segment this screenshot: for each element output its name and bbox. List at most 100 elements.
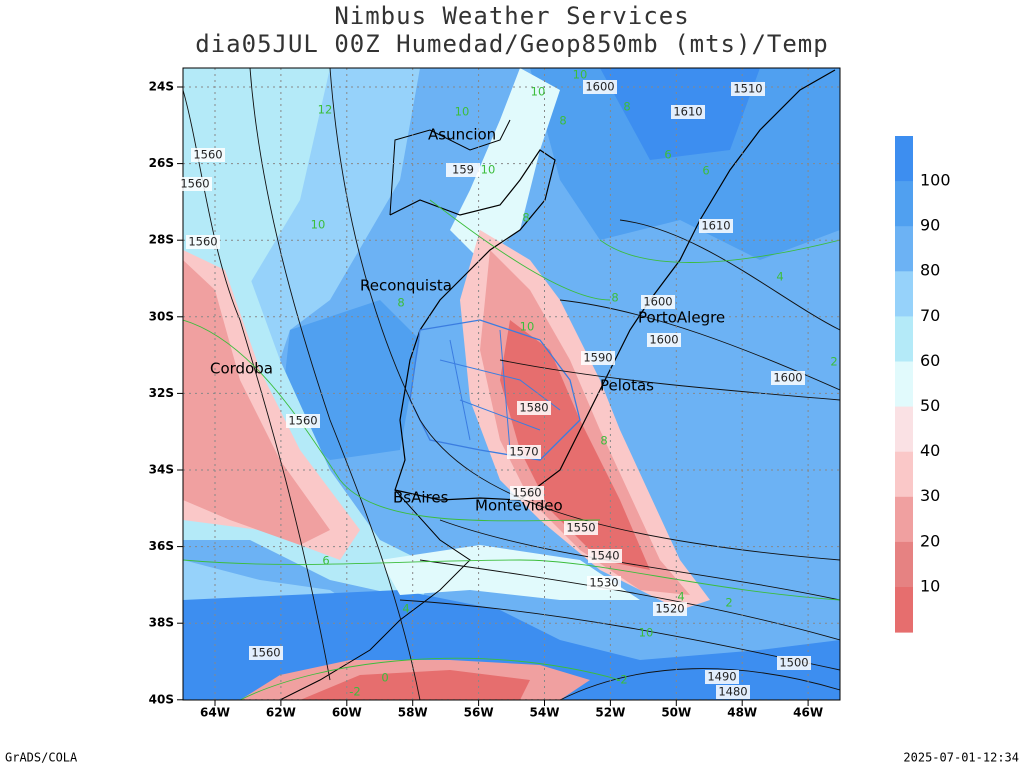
- label-box: [671, 105, 705, 119]
- temperature-label: 8: [522, 211, 529, 225]
- geopotential-label: 1520: [655, 602, 684, 616]
- lon-label: 56W: [464, 706, 494, 720]
- colorbar-swatch: [895, 406, 913, 453]
- label-box: [186, 235, 220, 249]
- label-box: [583, 80, 617, 94]
- colorbar-label: 80: [920, 261, 940, 280]
- lon-label: 54W: [530, 706, 560, 720]
- city-label: PortoAlegre: [638, 309, 725, 327]
- colorbar-swatch: [895, 541, 913, 588]
- lon-label: 52W: [595, 706, 625, 720]
- geopotential-label: 1560: [251, 646, 280, 660]
- label-box: [564, 521, 598, 535]
- geopotential-label: 1600: [649, 333, 678, 347]
- geopotential-label: 1560: [288, 414, 317, 428]
- colorbar-swatch: [895, 587, 913, 633]
- lon-label: 60W: [332, 706, 362, 720]
- label-box: [641, 295, 675, 309]
- temperature-label: 8: [600, 434, 607, 448]
- label-box: [588, 549, 622, 563]
- geopotential-label: 1490: [707, 670, 736, 684]
- geopotential-label: 1500: [779, 656, 808, 670]
- geopotential-label: 1600: [773, 371, 802, 385]
- colorbar-swatch: [895, 271, 913, 317]
- temperature-label: 0: [381, 671, 388, 685]
- temperature-label: 4: [677, 590, 684, 604]
- label-box: [647, 333, 681, 347]
- temperature-label: 10: [639, 626, 654, 640]
- label-box: [286, 414, 320, 428]
- colorbar-label: 70: [920, 306, 940, 325]
- colorbar-swatch: [895, 451, 913, 498]
- temperature-label: 12: [318, 103, 333, 117]
- colorbar-swatch: [895, 316, 913, 362]
- label-box: [191, 148, 225, 162]
- temperature-label: 6: [322, 554, 329, 568]
- footer-left: GrADS/COLA: [5, 751, 78, 765]
- colorbar-swatch: [895, 181, 913, 227]
- geopotential-label: 1570: [509, 445, 538, 459]
- geopotential-label: 1510: [733, 82, 762, 96]
- lat-label: 28S: [149, 233, 174, 247]
- temperature-label: 10: [311, 218, 326, 232]
- temperature-label: 2: [725, 596, 732, 610]
- colorbar-label: 50: [920, 396, 940, 415]
- temperature-label: 10: [455, 105, 470, 119]
- label-box: [731, 82, 765, 96]
- geopotential-label: 1540: [590, 549, 619, 563]
- colorbar-label: 30: [920, 486, 940, 505]
- temperature-label: 4: [776, 270, 783, 284]
- subtitle: dia05JUL 00Z Humedad/Geop850mb (mts)/Tem…: [195, 30, 828, 58]
- label-box: [587, 576, 621, 590]
- temperature-label: 4: [402, 602, 409, 616]
- label-box: [716, 685, 750, 699]
- label-box: [777, 656, 811, 670]
- city-label: Cordoba: [210, 360, 273, 378]
- temperature-label: 8: [397, 296, 404, 310]
- footer-right: 2025-07-01-12:34: [903, 751, 1019, 765]
- colorbar-label: 100: [920, 171, 951, 190]
- temperature-label: 8: [611, 291, 618, 305]
- colorbar-label: 60: [920, 351, 940, 370]
- temperature-label: 6: [702, 164, 709, 178]
- geopotential-labels: 1600161015101610156015601560160016001590…: [178, 80, 811, 699]
- lat-label: 32S: [149, 386, 174, 400]
- geopotential-label: 1610: [673, 105, 702, 119]
- city-label: Pelotas: [600, 377, 654, 395]
- colorbar-label: 90: [920, 216, 940, 235]
- label-box: [178, 177, 212, 191]
- label-box: [249, 646, 283, 660]
- temperature-label: 8: [559, 114, 566, 128]
- label-box: [446, 163, 480, 177]
- geopotential-label: 1590: [583, 351, 612, 365]
- lat-label: 26S: [149, 156, 174, 170]
- temperature-label: 10: [531, 85, 546, 99]
- label-box: [771, 371, 805, 385]
- city-label: BsAires: [393, 489, 449, 507]
- lon-label: 58W: [398, 706, 428, 720]
- colorbar-swatch: [895, 136, 913, 182]
- geopotential-label: 1560: [188, 235, 217, 249]
- label-box: [510, 486, 544, 500]
- temperature-label: 10: [481, 163, 496, 177]
- lon-label: 50W: [661, 706, 691, 720]
- geopotential-label: 1480: [718, 685, 747, 699]
- geopotential-label: 1600: [585, 80, 614, 94]
- lat-label: 30S: [149, 309, 174, 323]
- colorbar-swatch: [895, 496, 913, 543]
- colorbar-label: 40: [920, 441, 940, 460]
- geopotential-label: 1560: [512, 486, 541, 500]
- lon-label: 64W: [200, 706, 230, 720]
- city-label: Asuncion: [428, 126, 496, 144]
- geopotential-label: 1600: [643, 295, 672, 309]
- lat-label: 36S: [149, 539, 174, 553]
- temperature-label: 8: [623, 100, 630, 114]
- city-label: Reconquista: [360, 277, 452, 295]
- lat-label: 34S: [149, 463, 174, 477]
- map-lines: [183, 68, 840, 700]
- label-box: [705, 670, 739, 684]
- temperature-label: 2: [830, 355, 837, 369]
- temperature-label: 10: [520, 320, 535, 334]
- humidity-field: [183, 68, 840, 700]
- lat-label: 24S: [149, 80, 174, 94]
